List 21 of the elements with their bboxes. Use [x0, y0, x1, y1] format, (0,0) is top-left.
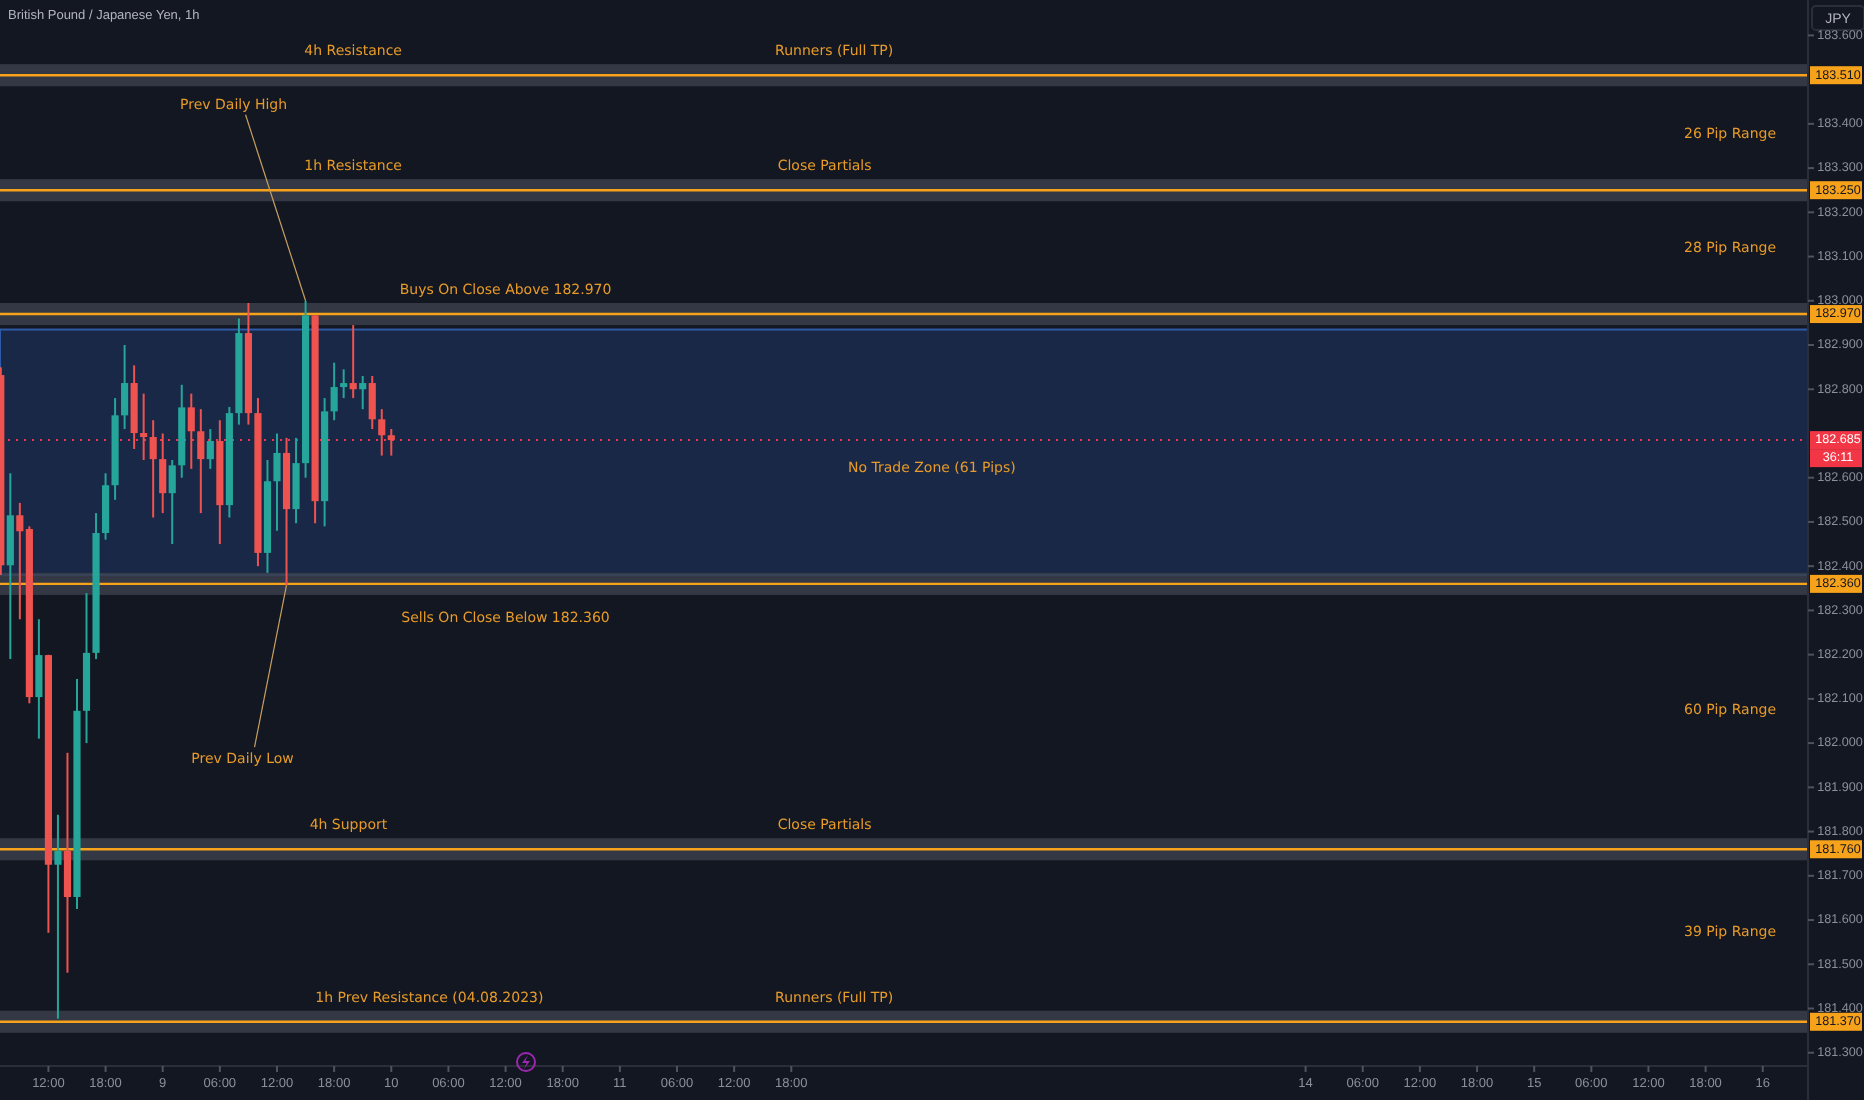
candlestick [292, 436, 300, 525]
candlestick [121, 344, 129, 431]
candlestick [140, 392, 148, 462]
candlestick [35, 618, 43, 740]
candlestick [378, 408, 386, 457]
candlestick [168, 459, 176, 546]
candlestick [54, 813, 62, 1020]
candlestick [63, 751, 72, 974]
candlestick [340, 368, 348, 400]
candlestick [387, 428, 395, 457]
candlestick [330, 361, 338, 422]
candlestick [273, 432, 281, 532]
candlestick [187, 392, 195, 470]
candlestick [206, 428, 214, 470]
candlestick [197, 408, 205, 515]
candlestick [349, 324, 357, 400]
candlestick [149, 419, 157, 519]
candlestick [368, 374, 376, 431]
candlestick [101, 472, 110, 541]
candlestick [359, 374, 367, 411]
candlestick [159, 432, 167, 515]
